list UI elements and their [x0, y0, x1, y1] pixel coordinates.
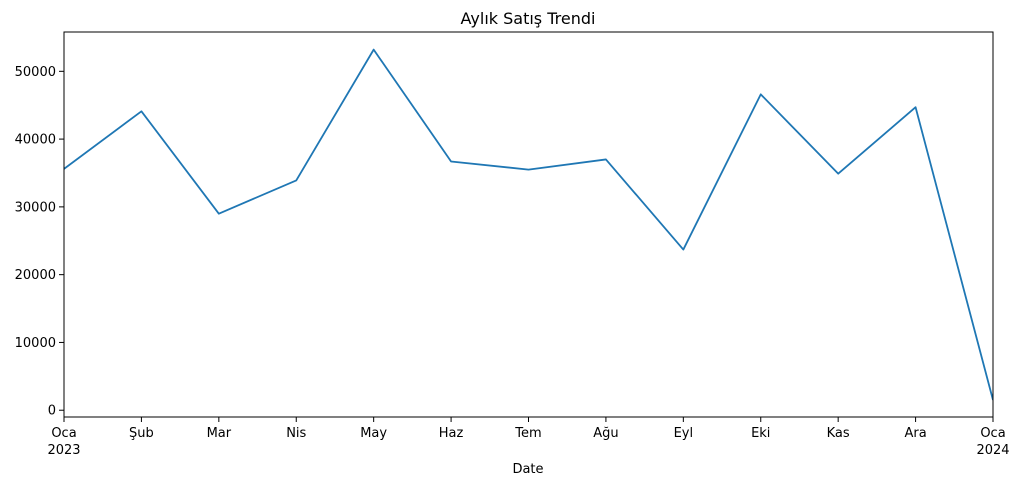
series-layer [64, 48, 993, 401]
x-tick-label: Kas [827, 426, 850, 441]
x-tick-label: Ağu [593, 426, 618, 441]
x-tick-label: Mar [207, 426, 232, 441]
x-tick-label: Nis [286, 426, 306, 441]
x-tick-year-label: 2024 [976, 443, 1009, 458]
y-tick-label: 50000 [15, 65, 56, 80]
x-tick-label: Eki [751, 426, 770, 441]
chart-title: Aylık Satış Trendi [461, 9, 596, 28]
x-tick-year-label: 2023 [47, 443, 80, 458]
x-tick-label: May [360, 426, 387, 441]
plot-frame [63, 31, 994, 418]
x-tick-label: Oca [980, 426, 1005, 441]
x-tick-label: Şub [129, 426, 154, 441]
y-tick-label: 10000 [15, 336, 56, 351]
y-axis: 0 10000 20000 30000 40000 50000 [15, 65, 64, 419]
x-tick-label: Ara [904, 426, 926, 441]
x-tick-label: Eyl [674, 426, 694, 441]
y-tick-label: 0 [48, 404, 56, 419]
x-tick-label: Oca [51, 426, 76, 441]
series-line [64, 48, 993, 401]
x-axis-label: Date [512, 462, 543, 477]
x-tick-label: Tem [514, 426, 541, 441]
y-tick-label: 30000 [15, 200, 56, 215]
y-tick-label: 40000 [15, 133, 56, 148]
y-tick-label: 20000 [15, 268, 56, 283]
x-axis: Oca 2023 Şub Mar Nis May Haz Tem Ağu Eyl Eki Kas Ara… [47, 417, 1010, 458]
x-tick-label: Haz [439, 426, 464, 441]
